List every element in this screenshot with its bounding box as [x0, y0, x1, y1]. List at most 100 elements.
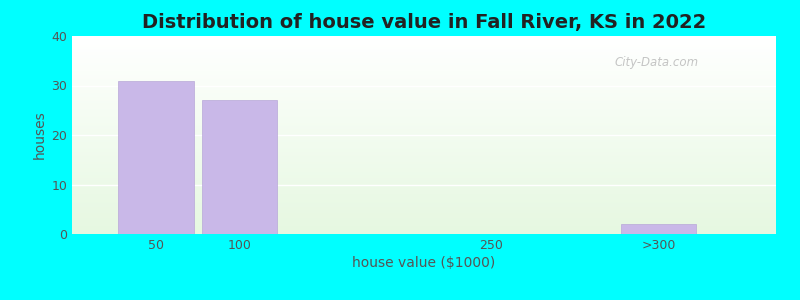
- Bar: [72, 228, 776, 229]
- Bar: [72, 207, 776, 208]
- Bar: [72, 149, 776, 150]
- Bar: [72, 164, 776, 165]
- Bar: [72, 129, 776, 130]
- Bar: [72, 167, 776, 168]
- Bar: [118, 80, 194, 234]
- Bar: [72, 219, 776, 220]
- Bar: [72, 188, 776, 190]
- Bar: [72, 223, 776, 224]
- Bar: [72, 73, 776, 74]
- Bar: [72, 185, 776, 187]
- Bar: [72, 48, 776, 49]
- Bar: [72, 135, 776, 136]
- Bar: [72, 227, 776, 228]
- Bar: [72, 65, 776, 66]
- Bar: [72, 214, 776, 215]
- Bar: [72, 158, 776, 159]
- Bar: [72, 147, 776, 148]
- Bar: [72, 95, 776, 96]
- Bar: [72, 162, 776, 163]
- Bar: [72, 36, 776, 37]
- Bar: [72, 177, 776, 178]
- Bar: [72, 39, 776, 40]
- Bar: [72, 60, 776, 61]
- Bar: [72, 101, 776, 102]
- Bar: [72, 155, 776, 156]
- Bar: [72, 40, 776, 41]
- Y-axis label: houses: houses: [33, 111, 47, 159]
- Bar: [72, 157, 776, 158]
- Bar: [72, 225, 776, 226]
- Bar: [72, 226, 776, 227]
- Bar: [72, 206, 776, 207]
- Bar: [72, 127, 776, 128]
- Bar: [72, 46, 776, 47]
- Bar: [72, 165, 776, 166]
- Bar: [72, 145, 776, 146]
- Bar: [72, 66, 776, 67]
- Bar: [72, 138, 776, 139]
- Bar: [72, 132, 776, 133]
- Bar: [72, 197, 776, 198]
- Bar: [72, 67, 776, 68]
- Bar: [72, 68, 776, 69]
- Bar: [72, 139, 776, 140]
- Bar: [72, 230, 776, 231]
- Bar: [72, 85, 776, 86]
- Bar: [72, 100, 776, 101]
- Bar: [72, 175, 776, 176]
- Bar: [72, 58, 776, 59]
- Bar: [72, 47, 776, 48]
- Bar: [72, 146, 776, 147]
- Bar: [72, 45, 776, 46]
- Bar: [72, 204, 776, 205]
- Bar: [72, 221, 776, 222]
- Bar: [72, 109, 776, 110]
- Bar: [72, 190, 776, 191]
- Bar: [72, 123, 776, 124]
- Bar: [72, 142, 776, 143]
- Bar: [72, 49, 776, 50]
- Bar: [72, 78, 776, 79]
- Bar: [72, 174, 776, 175]
- Bar: [72, 53, 776, 54]
- Bar: [72, 99, 776, 100]
- Bar: [72, 200, 776, 201]
- Bar: [72, 94, 776, 95]
- Bar: [72, 195, 776, 196]
- Bar: [202, 100, 278, 234]
- Bar: [72, 196, 776, 197]
- Bar: [72, 192, 776, 194]
- Bar: [72, 213, 776, 214]
- Bar: [72, 131, 776, 132]
- Bar: [72, 210, 776, 211]
- Bar: [72, 137, 776, 138]
- Bar: [72, 117, 776, 118]
- Bar: [72, 203, 776, 204]
- Bar: [72, 140, 776, 141]
- Bar: [72, 80, 776, 82]
- Bar: [72, 112, 776, 113]
- Bar: [72, 152, 776, 153]
- Bar: [72, 115, 776, 116]
- Bar: [72, 224, 776, 225]
- Bar: [72, 172, 776, 174]
- Bar: [72, 217, 776, 218]
- Bar: [72, 104, 776, 105]
- Bar: [72, 96, 776, 98]
- Bar: [72, 184, 776, 185]
- Bar: [72, 75, 776, 76]
- Bar: [72, 88, 776, 89]
- Bar: [72, 169, 776, 170]
- Bar: [72, 160, 776, 161]
- Bar: [72, 181, 776, 182]
- Bar: [72, 74, 776, 75]
- Bar: [72, 114, 776, 115]
- Bar: [72, 121, 776, 122]
- Bar: [72, 126, 776, 127]
- Bar: [72, 208, 776, 209]
- Bar: [72, 110, 776, 111]
- Bar: [72, 62, 776, 63]
- Bar: [72, 201, 776, 202]
- Bar: [72, 187, 776, 188]
